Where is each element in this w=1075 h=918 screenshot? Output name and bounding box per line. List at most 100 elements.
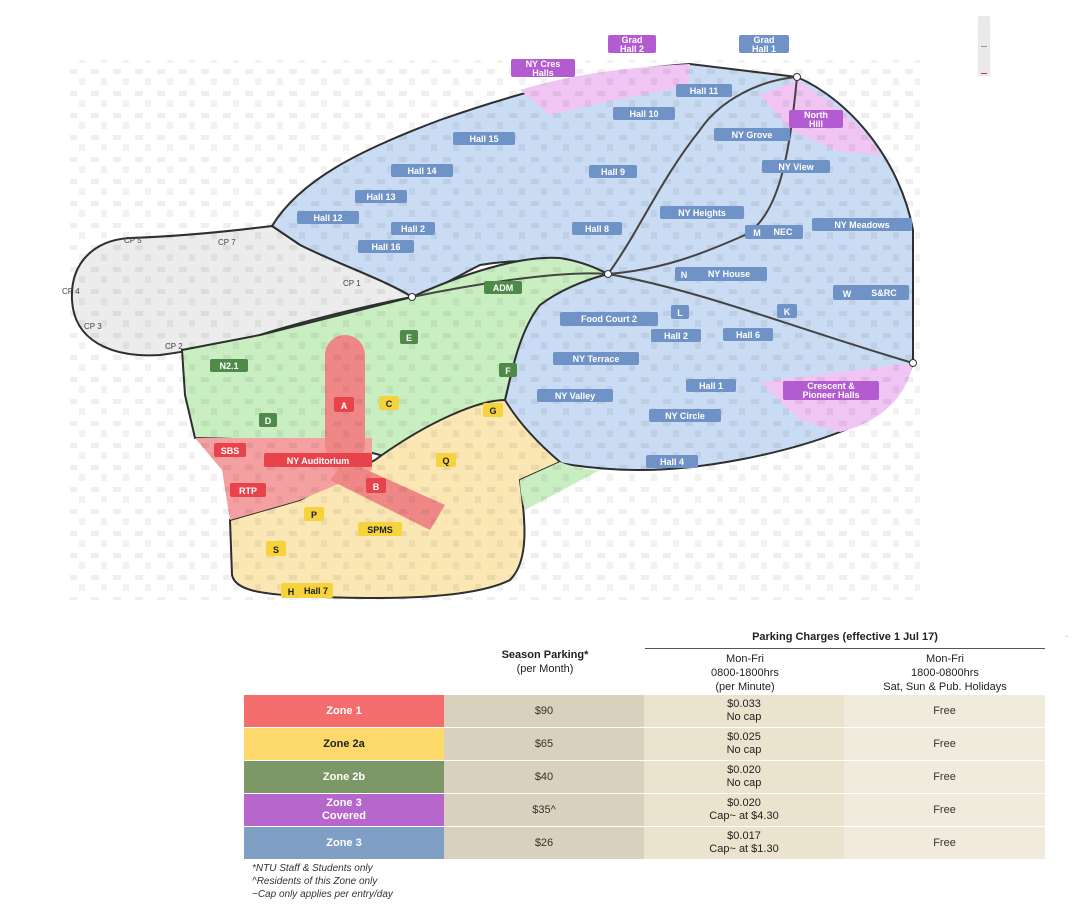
footnote: ~Cap only applies per entry/day — [252, 889, 393, 900]
zone-name-cell: Zone 2b — [244, 760, 444, 794]
day-rate-cell: $0.033 No cap — [644, 695, 844, 728]
map-label-ny-grove: NY Grove — [732, 130, 773, 140]
map-label-crescent-pioneer: Crescent & Pioneer Halls — [802, 381, 859, 400]
parking-charges-table: Zone 1 $90 $0.033 No cap Free Zone 2a $65 $0.02… — [244, 695, 1045, 860]
map-label-hall-11: Hall 11 — [690, 86, 719, 96]
map-label-hall-2-south: Hall 2 — [664, 331, 688, 341]
map-label-src: S&RC — [871, 288, 897, 298]
carpark-label: CP 1 — [343, 279, 361, 288]
day-rate-cap: No cap — [726, 777, 762, 789]
carpark-label: CP 4 — [62, 287, 80, 296]
season-header-sub: (per Month) — [516, 663, 574, 675]
season-header: Season Parking* (per Month) — [445, 648, 645, 676]
rate-row: Zone 2b $40 $0.020 No cap Free — [244, 760, 1045, 794]
day-header: Mon-Fri 0800-1800hrs (per Minute) — [645, 652, 845, 694]
season-rate-cell: $90 — [444, 695, 644, 728]
map-label-hall-15: Hall 15 — [469, 134, 498, 144]
road — [607, 76, 798, 275]
day-rate-cell: $0.017 Cap~ at $1.30 — [644, 826, 844, 860]
map-label-hall-1: Hall 1 — [699, 381, 723, 391]
day-rate-cell: $0.020 Cap~ at $4.30 — [644, 793, 844, 827]
map-label-ny-circle: NY Circle — [665, 411, 705, 421]
map-label-spms: SPMS — [367, 525, 393, 535]
road — [411, 76, 798, 298]
night-rate-cell: Free — [844, 695, 1045, 728]
map-label-letter-q: Q — [442, 456, 449, 466]
map-label-letter-g: G — [489, 406, 496, 416]
corner-mark: ‐ — [1065, 631, 1068, 641]
map-label-hall-9: Hall 9 — [601, 167, 625, 177]
map-label-ny-cres-halls: NY Cres Halls — [526, 59, 561, 78]
map-label-letter-e: E — [406, 333, 412, 343]
season-rate-cell: $35^ — [444, 793, 644, 827]
day-header-line-3: (per Minute) — [715, 681, 775, 693]
day-rate-value: $0.020 — [727, 764, 761, 776]
building-texture — [70, 60, 920, 600]
map-label-letter-k: K — [784, 307, 791, 317]
map-label-ny-terrace: NY Terrace — [573, 354, 620, 364]
map-label-hall-8: Hall 8 — [585, 224, 609, 234]
map-label-nec: NEC — [773, 227, 793, 237]
map-label-letter-f: F — [505, 366, 511, 376]
carpark-label: CP 5 — [124, 236, 142, 245]
map-label-ny-heights: NY Heights — [678, 208, 726, 218]
map-label-ny-meadows: NY Meadows — [834, 220, 889, 230]
footnote: ^Residents of this Zone only — [252, 876, 378, 887]
carpark-label: CP 3 — [84, 322, 102, 331]
map-label-ny-valley: NY Valley — [555, 391, 595, 401]
zone-name-cell: Zone 3 Covered — [244, 793, 444, 827]
footnote: *NTU Staff & Students only — [252, 863, 373, 874]
road-node — [909, 359, 917, 367]
map-label-hall-16: Hall 16 — [371, 242, 400, 252]
map-label-hall-7: Hall 7 — [304, 586, 328, 596]
night-rate-cell: Free — [844, 793, 1045, 827]
map-label-grad-hall-2: Grad Hall 2 — [620, 35, 644, 54]
map-label-ny-auditorium: NY Auditorium — [287, 456, 350, 466]
day-rate-value: $0.033 — [727, 698, 761, 710]
night-rate-cell: Free — [844, 760, 1045, 794]
rate-row: Zone 3 Covered $35^ $0.020 Cap~ at $4.30 Free — [244, 793, 1045, 827]
map-label-food-court-2: Food Court 2 — [581, 314, 637, 324]
day-rate-cap: Cap~ at $4.30 — [709, 810, 779, 822]
map-label-hall-2-north: Hall 2 — [401, 224, 425, 234]
season-rate-cell: $65 — [444, 727, 644, 761]
day-rate-cap: No cap — [726, 744, 762, 756]
day-rate-cell: $0.020 No cap — [644, 760, 844, 794]
map-label-letter-p: P — [311, 510, 317, 520]
map-label-north-hill: North Hill — [804, 110, 828, 129]
day-rate-cap: Cap~ at $1.30 — [709, 843, 779, 855]
day-rate-value: $0.017 — [727, 830, 761, 842]
map-label-letter-b: B — [373, 482, 380, 492]
map-label-letter-h: H — [288, 587, 295, 597]
map-label-letter-n: N — [681, 270, 688, 280]
map-label-letter-l: L — [677, 308, 683, 318]
night-header-line-2: 1800-0800hrs — [911, 667, 979, 679]
rate-row: Zone 3 $26 $0.017 Cap~ at $1.30 Free — [244, 826, 1045, 860]
map-label-letter-d: D — [265, 416, 272, 426]
rate-row: Zone 1 $90 $0.033 No cap Free — [244, 695, 1045, 728]
map-label-ny-view: NY View — [778, 162, 814, 172]
season-rate-cell: $40 — [444, 760, 644, 794]
carpark-label: CP 7 — [218, 238, 236, 247]
map-label-ny-house: NY House — [708, 269, 750, 279]
night-header-line-1: Mon-Fri — [926, 653, 964, 665]
day-rate-value: $0.020 — [727, 797, 761, 809]
map-label-letter-a: A — [341, 401, 348, 411]
day-header-line-2: 0800-1800hrs — [711, 667, 779, 679]
season-rate-cell: $26 — [444, 826, 644, 860]
scroll-widget[interactable] — [978, 16, 990, 76]
map-label-letter-w: W — [843, 289, 852, 299]
campus-parking-map: CP 5 CP 7 CP 4 CP 1 CP 3 CP 2 Gra — [62, 35, 920, 600]
road — [607, 273, 914, 364]
zone-name-cell: Zone 1 — [244, 695, 444, 728]
day-header-line-1: Mon-Fri — [726, 653, 764, 665]
road-node — [604, 270, 612, 278]
map-label-letter-c: C — [386, 399, 393, 409]
night-rate-cell: Free — [844, 826, 1045, 860]
day-rate-value: $0.025 — [727, 731, 761, 743]
map-label-rtp: RTP — [239, 486, 257, 496]
zone-name-cell: Zone 3 — [244, 826, 444, 860]
carpark-label: CP 2 — [165, 342, 183, 351]
map-label-grad-hall-1: Grad Hall 1 — [752, 35, 776, 54]
map-label-hall-12: Hall 12 — [313, 213, 342, 223]
